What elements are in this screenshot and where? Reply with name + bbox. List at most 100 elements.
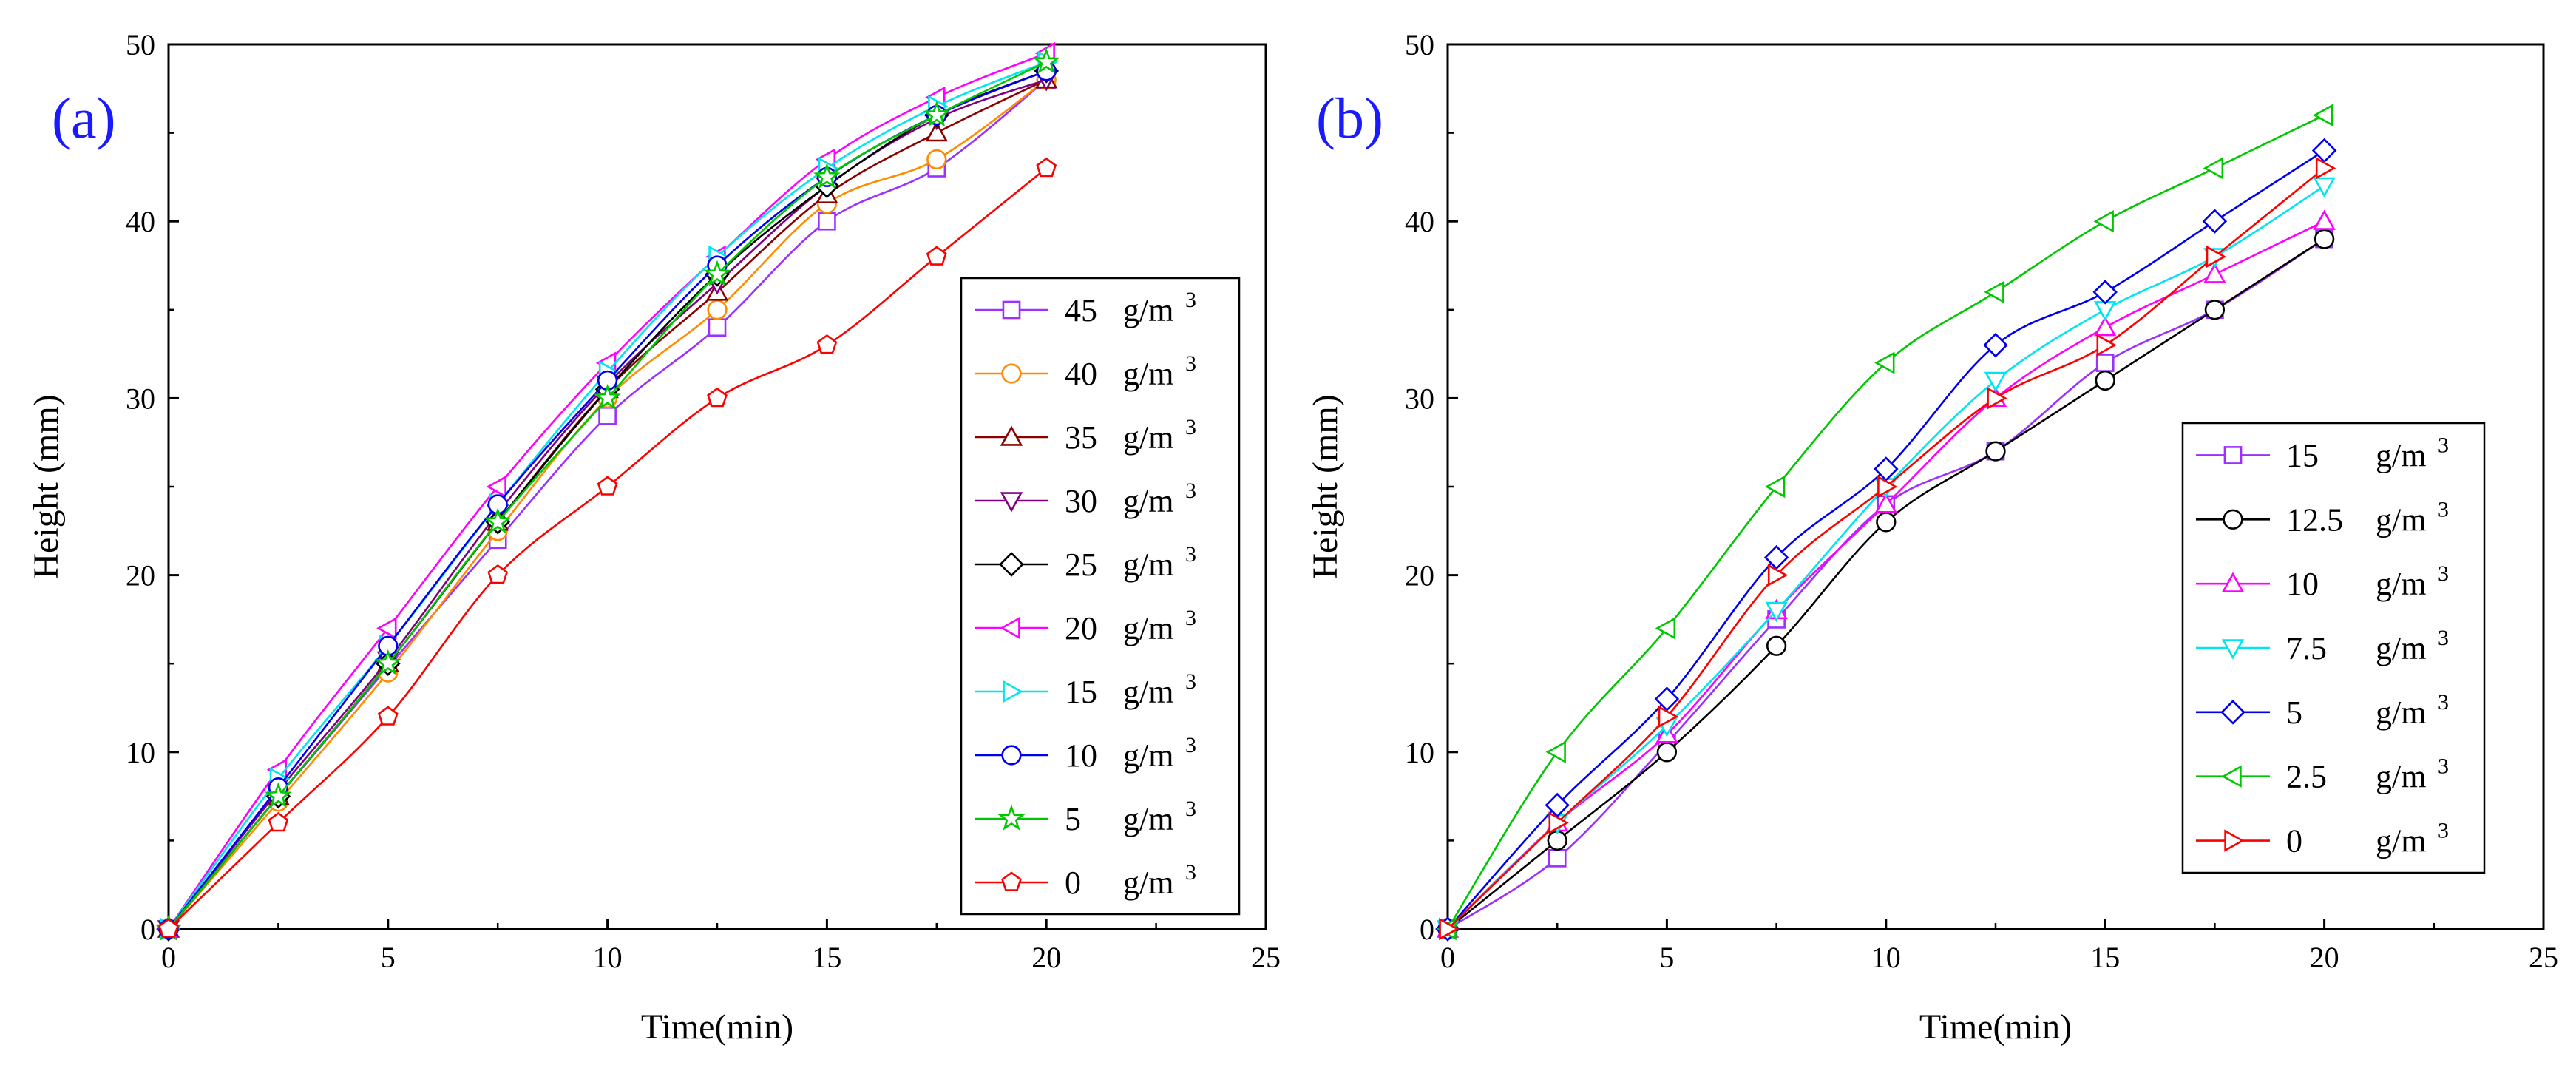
series-line-5-gm3 (167, 61, 1047, 930)
legend-marker (1000, 492, 1023, 513)
data-point-0-gm3 (2206, 245, 2227, 268)
data-point-5-gm3 (1032, 47, 1060, 74)
series-line-0-gm3 (168, 167, 1048, 930)
legend-value: 45 (1065, 292, 1097, 328)
legend-unit: g/m (1123, 610, 1173, 646)
data-point-0-gm3 (1439, 917, 1460, 941)
legend-value: 12.5 (2286, 501, 2343, 538)
data-point-10-gm3 (2093, 316, 2117, 337)
legend-item: 45 g/m 3 (975, 288, 1196, 328)
data-point-45-gm3 (818, 212, 836, 231)
legend-unit-superscript: 3 (2438, 754, 2449, 779)
y-axis: 0 10 20 30 40 50 (1405, 28, 1458, 946)
legend-unit-superscript: 3 (1185, 860, 1196, 885)
data-point-20-gm3 (376, 617, 397, 640)
data-point-12.5-gm3 (2095, 370, 2115, 391)
x-tick-label: 25 (2529, 941, 2558, 974)
x-axis-title: Time(min) (1919, 1007, 2072, 1047)
series-group (1435, 104, 2337, 942)
data-point-0-gm3 (1877, 475, 1898, 499)
legend-unit-superscript: 3 (2438, 561, 2449, 586)
legend-unit-superscript: 3 (1185, 479, 1196, 503)
data-point-45-gm3 (708, 318, 727, 337)
legend-marker (2224, 829, 2245, 852)
legend-unit: g/m (1123, 292, 1173, 328)
x-tick-label: 0 (1440, 941, 1455, 974)
legend-item: 5 g/m 3 (975, 797, 1196, 837)
legend-item: 40 g/m 3 (975, 351, 1196, 392)
data-point-5-gm3 (2202, 209, 2228, 234)
data-point-12.5-gm3 (2204, 300, 2226, 320)
legend-unit-superscript: 3 (1185, 542, 1196, 567)
x-tick-label: 15 (812, 941, 841, 974)
legend-unit-superscript: 3 (1185, 351, 1196, 376)
data-point-7.5-gm3 (2313, 177, 2336, 198)
y-axis-title: Height (mm) (27, 394, 66, 578)
data-point-2.5-gm3 (2203, 157, 2224, 180)
data-point-12.5-gm3 (1985, 441, 2006, 462)
y-tick-label: 0 (140, 913, 155, 946)
data-point-5-gm3 (1874, 456, 1899, 482)
data-point-5-gm3 (1654, 686, 1680, 712)
data-point-2.5-gm3 (1874, 351, 1895, 374)
legend-value: 5 (1065, 801, 1081, 837)
legend-unit-superscript: 3 (1185, 733, 1196, 757)
data-point-35-gm3 (925, 121, 949, 142)
legend-value: 2.5 (2286, 759, 2327, 795)
data-point-5-gm3 (2311, 138, 2337, 163)
legend-value: 15 (2286, 437, 2319, 473)
data-point-0-gm3 (707, 387, 728, 408)
legend-unit: g/m (2376, 759, 2426, 795)
data-point-15-gm3 (1548, 848, 1567, 868)
legend-item: 0 g/m 3 (975, 860, 1196, 901)
data-point-0-gm3 (1036, 157, 1057, 178)
x-tick-label: 20 (2310, 941, 2339, 974)
data-point-0-gm3 (926, 246, 947, 266)
data-point-0-gm3 (158, 918, 179, 938)
legend-marker (997, 804, 1026, 831)
legend-marker (1000, 425, 1023, 446)
data-point-5-gm3 (1763, 544, 1789, 570)
legend-marker (999, 552, 1024, 577)
legend-unit-superscript: 3 (1185, 797, 1196, 821)
legend-unit-superscript: 3 (2438, 497, 2449, 521)
y-tick-label: 30 (1405, 382, 1434, 415)
legend-marker (1000, 616, 1020, 640)
legend-item: 7.5 g/m 3 (2196, 626, 2449, 666)
y-tick-label: 20 (126, 559, 155, 592)
legend-unit: g/m (1123, 865, 1173, 901)
y-tick-label: 50 (126, 28, 155, 61)
data-point-2.5-gm3 (1545, 740, 1566, 764)
legend-unit: g/m (1123, 419, 1173, 456)
legend-value: 10 (2286, 566, 2319, 602)
legend-value: 20 (1065, 610, 1097, 646)
x-axis: 0 5 10 15 20 25 (1440, 919, 2558, 974)
legend-box (960, 277, 1241, 916)
y-tick-label: 10 (126, 736, 155, 769)
data-point-20-gm3 (486, 475, 506, 499)
data-point-12.5-gm3 (1656, 742, 1678, 763)
legend-value: 0 (2286, 823, 2302, 859)
legend-item: 30 g/m 3 (975, 479, 1196, 519)
data-point-40-gm3 (926, 149, 947, 170)
legend-unit: g/m (1123, 737, 1173, 774)
legend-item: 10 g/m 3 (2196, 561, 2449, 602)
legend-marker (1002, 300, 1021, 320)
legend-marker (2221, 639, 2245, 660)
legend-value: 5 (2286, 695, 2302, 731)
series-line-0-gm3 (1447, 167, 2325, 930)
legend-unit: g/m (2376, 566, 2426, 602)
data-point-10-gm3 (2313, 209, 2336, 230)
data-point-5-gm3 (1983, 332, 2008, 358)
data-point-0-gm3 (597, 476, 618, 496)
legend-marker (2221, 572, 2245, 592)
y-axis-title: Height (mm) (1306, 394, 1345, 578)
data-point-5-gm3 (484, 507, 512, 534)
panel-label: (a) (52, 86, 116, 150)
legend-value: 15 (1065, 674, 1097, 710)
legend-unit: g/m (1123, 547, 1173, 583)
x-tick-label: 10 (1871, 941, 1901, 974)
data-point-12.5-gm3 (1766, 635, 1787, 656)
legend-item: 2.5 g/m 3 (2196, 754, 2449, 795)
